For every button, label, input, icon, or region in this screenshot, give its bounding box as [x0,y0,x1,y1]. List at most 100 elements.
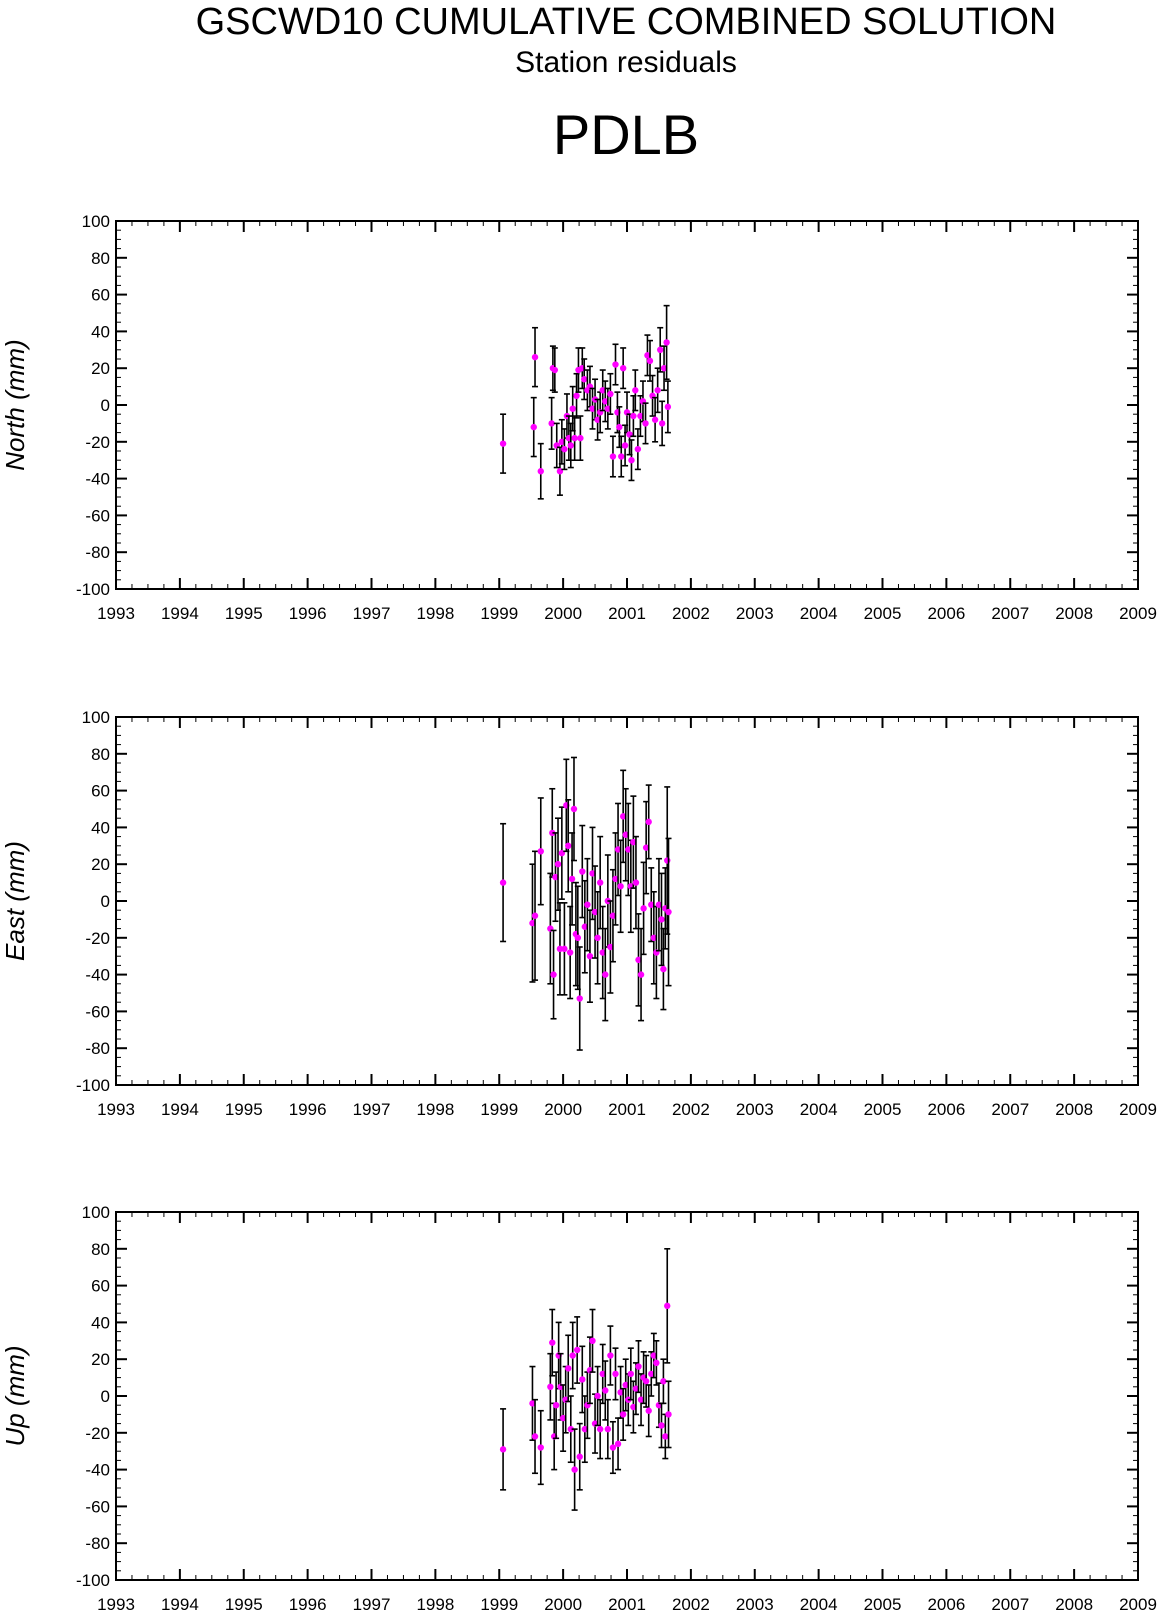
marker [609,453,617,460]
x-tick-label: 2002 [672,1595,710,1614]
marker [556,945,564,953]
data-point [531,326,539,388]
x-tick-label: 2001 [608,604,646,623]
marker [594,1392,601,1400]
x-tick-label: 2004 [800,1595,838,1614]
marker [630,1403,637,1411]
data-point [607,372,614,416]
y-tick-label: -40 [85,1461,110,1480]
data-point [664,1248,671,1364]
x-tick-label: 2001 [608,1595,646,1614]
data-point [549,1308,556,1377]
marker [596,1425,604,1433]
x-tick-label: 2009 [1119,1595,1157,1614]
x-tick-label: 1998 [416,604,454,623]
marker [660,365,668,372]
marker [617,883,624,890]
marker [576,1453,583,1460]
marker [632,387,639,394]
data-point [549,787,556,878]
marker [640,905,647,912]
marker [568,875,576,883]
marker [607,1352,614,1359]
marker [664,403,672,411]
x-tick-label: 1994 [161,1100,199,1119]
x-tick-label: 1999 [480,604,518,623]
marker [589,405,596,412]
marker [622,1381,629,1389]
data-point [645,784,652,860]
y-tick-label: -80 [85,1039,110,1058]
marker [579,1376,586,1383]
data-point [599,369,606,412]
marker [579,868,586,875]
data-point [581,358,588,401]
x-tick-label: 2008 [1055,1100,1093,1119]
data-point [628,439,635,482]
data-point [625,802,632,897]
figure-subtitle: Station residuals [515,46,737,79]
marker [614,846,622,853]
data-point [556,902,564,996]
data-point [658,1402,665,1449]
marker [591,908,599,916]
x-tick-label: 1997 [353,604,391,623]
y-tick-label: -60 [85,1497,110,1516]
y-tick-label: 80 [91,1240,110,1259]
marker [581,376,588,383]
marker [619,1411,627,1418]
y-tick-label: 0 [101,396,110,415]
marker [607,390,614,398]
data-point [612,1347,619,1401]
data-point [573,1316,581,1384]
marker [648,901,655,908]
x-tick-label: 1996 [289,1595,327,1614]
marker [645,1407,652,1414]
data-point [614,1417,622,1471]
marker [616,423,623,431]
y-tick-label: 100 [82,212,110,231]
y-tick-label: -20 [85,1424,110,1443]
y-tick-label: -100 [76,580,110,599]
marker [621,442,629,449]
data-point [619,347,627,390]
data-point [529,1365,536,1441]
data-point [576,1422,583,1491]
marker [565,842,572,849]
data-point [551,347,559,393]
x-tick-label: 2009 [1119,1100,1157,1119]
panel-1: 1993 1994 1995 1996 1997 1998 1999 2000 2001 2002… [0,212,1157,623]
x-tick-label: 2005 [864,1100,902,1119]
marker [589,1337,596,1345]
x-tick-label: 2008 [1055,604,1093,623]
data-point [627,1347,635,1401]
marker [499,1446,507,1453]
marker [537,468,544,475]
data-point [622,1358,629,1412]
panel-2: 1993 1994 1995 1996 1997 1998 1999 2000 2001 2002… [0,708,1157,1119]
data-point [570,756,578,862]
marker [554,861,562,868]
marker [569,1352,576,1359]
marker [529,1400,536,1407]
data-point [561,902,568,996]
x-tick-label: 2001 [608,1100,646,1119]
data-point [558,806,566,900]
data-point [550,929,557,1020]
data-point [530,396,537,458]
data-point [645,1384,652,1438]
figure-title: GSCWD10 CUMULATIVE COMBINED SOLUTION [196,1,1057,43]
y-tick-label: 20 [91,1350,110,1369]
marker [637,412,644,420]
x-tick-label: 2007 [991,1100,1029,1119]
marker [660,1378,667,1385]
y-tick-label: 40 [91,1313,110,1332]
marker [627,1370,635,1378]
marker [651,416,659,423]
y-tick-label: 40 [91,322,110,341]
y-tick-label: 100 [82,1203,110,1222]
marker [561,445,568,453]
marker [548,420,555,427]
x-tick-label: 1997 [353,1100,391,1119]
